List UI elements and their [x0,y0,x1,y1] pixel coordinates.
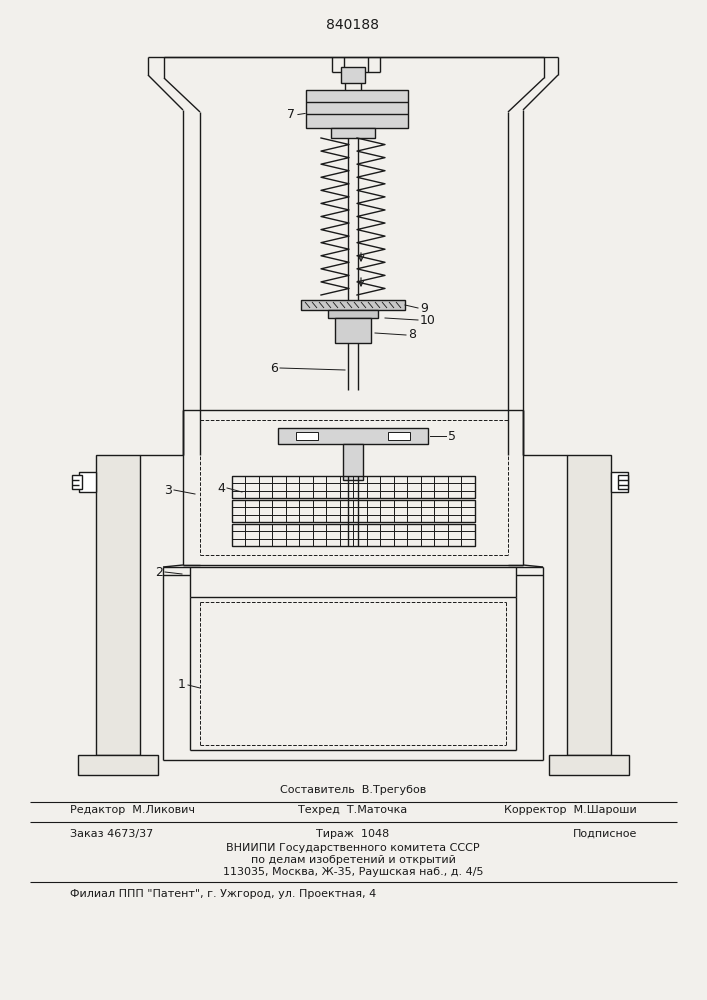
Bar [232,476,475,498]
Bar [567,455,611,755]
Bar [232,524,475,546]
Text: 6: 6 [270,361,278,374]
Text: Филиал ППП "Патент", г. Ужгород, ул. Проектная, 4: Филиал ППП "Патент", г. Ужгород, ул. Про… [70,889,376,899]
Text: 113035, Москва, Ж-35, Раушская наб., д. 4/5: 113035, Москва, Ж-35, Раушская наб., д. … [223,867,484,877]
Bar [341,67,365,83]
Text: 8: 8 [408,328,416,342]
Bar [611,472,628,492]
Bar [72,475,82,489]
Text: Редактор  М.Ликович: Редактор М.Ликович [70,805,195,815]
Bar [278,428,428,444]
Text: 2: 2 [155,566,163,578]
Bar [232,500,475,522]
Bar [618,475,628,489]
Text: 1: 1 [178,678,186,692]
Bar [549,755,629,775]
Text: по делам изобретений и открытий: по делам изобретений и открытий [250,855,455,865]
Text: 840188: 840188 [327,18,380,32]
Text: 9: 9 [420,302,428,314]
Text: Подписное: Подписное [573,829,637,839]
Bar [343,444,363,480]
Text: Техред  Т.Маточка: Техред Т.Маточка [298,805,408,815]
Bar [79,472,96,492]
Bar [296,432,318,440]
Bar [301,300,405,310]
Bar [335,318,371,343]
Bar [388,432,410,440]
Bar [331,128,375,138]
Bar [306,90,408,128]
Text: 5: 5 [448,430,456,442]
Bar [328,310,378,318]
Text: Тираж  1048: Тираж 1048 [316,829,390,839]
Bar [96,455,140,755]
Text: ВНИИПИ Государственного комитета СССР: ВНИИПИ Государственного комитета СССР [226,843,480,853]
Text: 7: 7 [287,108,295,121]
Text: 10: 10 [420,314,436,326]
Text: 4: 4 [217,482,225,494]
Bar [78,755,158,775]
Text: 3: 3 [164,484,172,496]
Text: Составитель  В.Трегубов: Составитель В.Трегубов [280,785,426,795]
Text: Корректор  М.Шароши: Корректор М.Шароши [504,805,637,815]
Text: Заказ 4673/37: Заказ 4673/37 [70,829,153,839]
